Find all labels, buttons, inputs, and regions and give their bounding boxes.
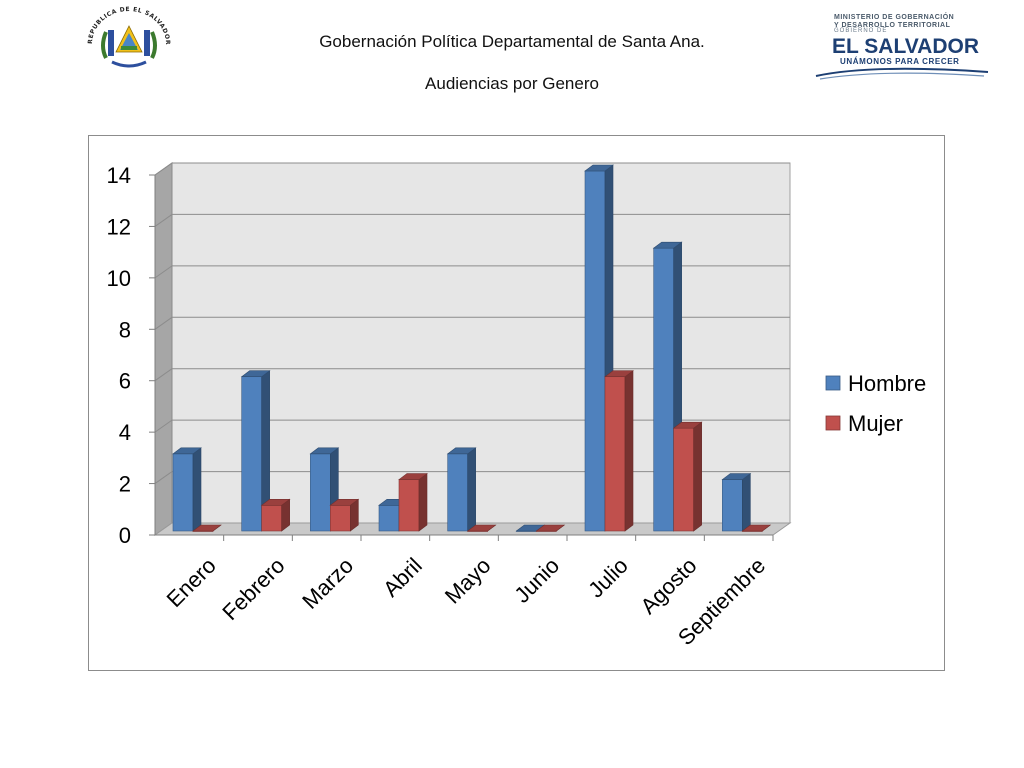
bar-side	[467, 447, 476, 532]
logo-gobierno-text: GOBIERNO DE	[834, 28, 888, 34]
logo-slogan-text: UNÁMONOS PARA CRECER	[840, 57, 960, 66]
logo-el-salvador-text: EL SALVADOR	[832, 35, 980, 58]
coat-of-arms-seal: REPUBLICA DE EL SALVADOR EN LA AMERICA C…	[78, 6, 170, 70]
bar-front	[261, 504, 282, 532]
bar-top	[309, 447, 340, 455]
bar-front	[584, 170, 606, 532]
x-tick-label: Agosto	[635, 553, 701, 619]
bar-top	[172, 447, 202, 455]
chart-subtitle: Audiencias por Genero	[425, 74, 599, 93]
bar-top	[446, 447, 477, 455]
bar-top	[604, 370, 634, 378]
bar-front	[653, 247, 674, 532]
bar-front	[604, 376, 626, 532]
gridline-side	[154, 471, 173, 484]
bar-hombre-septiembre	[721, 472, 752, 532]
chart-axes	[149, 174, 774, 541]
x-tick-label: Enero	[162, 553, 221, 612]
page-title: Gobernación Política Departamental de Sa…	[319, 32, 705, 51]
bar-front	[172, 453, 194, 532]
x-tick-label: Marzo	[297, 553, 358, 614]
bar-front	[398, 479, 420, 532]
bar-top	[329, 498, 360, 506]
bar-front	[330, 504, 351, 532]
bar-top	[535, 524, 566, 532]
bar-top	[260, 498, 291, 506]
bar-top	[192, 524, 222, 532]
gridline-side	[154, 162, 173, 176]
logo-swoosh-icon	[815, 67, 989, 80]
bar-top	[721, 473, 752, 480]
legend-entry-mujer: Mujer	[825, 411, 903, 436]
y-tick-label: 14	[107, 163, 131, 188]
bar-front	[447, 453, 468, 532]
x-tick-label: Julio	[583, 553, 633, 603]
bar-hombre-mayo	[446, 447, 477, 532]
chart-gridlines	[154, 162, 790, 484]
chart-side-wall	[154, 162, 173, 536]
y-tick-label: 2	[119, 472, 131, 497]
bar-top	[466, 524, 497, 532]
bar-mujer-junio	[535, 524, 566, 532]
gridline-side	[154, 265, 173, 279]
y-tick-label: 0	[119, 523, 131, 548]
legend-swatch	[825, 415, 841, 431]
bar-top	[240, 370, 271, 378]
legend-label: Hombre	[848, 371, 926, 396]
bar-mujer-enero	[192, 524, 222, 532]
bar-top	[398, 473, 428, 480]
gridline-side	[154, 419, 173, 433]
bar-side	[418, 472, 428, 532]
bar-front	[241, 376, 262, 532]
bar-top	[652, 241, 683, 249]
bar-top	[672, 421, 703, 429]
legend-label: Mujer	[848, 411, 903, 436]
bar-mujer-septiembre	[741, 524, 772, 532]
chart-legend: Hombre Mujer	[825, 371, 926, 436]
y-tick-label: 4	[119, 420, 131, 445]
gridline-side	[154, 316, 173, 330]
y-tick-label: 12	[107, 214, 131, 239]
legend-swatch	[825, 375, 841, 391]
y-tick-label: 8	[119, 317, 131, 342]
chart-bars	[172, 164, 772, 532]
government-logo: MINISTERIO DE GOBERNACIÓN Y DESARROLLO T…	[812, 12, 992, 82]
x-tick-label: Mayo	[440, 553, 496, 609]
bar-mujer-mayo	[466, 524, 497, 532]
x-tick-label: Febrero	[217, 553, 289, 625]
bar-front	[378, 504, 400, 532]
bar-mujer-abril	[398, 472, 428, 532]
y-tick-label: 10	[107, 266, 131, 291]
bar-mujer-febrero	[260, 498, 291, 532]
bar-top	[584, 164, 614, 172]
gridline-side	[154, 214, 173, 227]
bar-side	[693, 421, 702, 532]
bar-side	[742, 472, 751, 532]
y-tick-label: 6	[119, 369, 131, 394]
gridline-side	[154, 368, 173, 382]
bar-front	[673, 427, 694, 532]
bar-mujer-marzo	[329, 498, 360, 532]
x-tick-label: Junio	[509, 553, 564, 608]
bar-hombre-enero	[172, 447, 202, 532]
logo-ministry-text: MINISTERIO DE GOBERNACIÓN Y DESARROLLO T…	[834, 14, 955, 29]
bar-mujer-agosto	[672, 421, 703, 532]
bar-side	[192, 447, 202, 532]
bar-side	[624, 370, 634, 532]
bar-front	[722, 479, 743, 532]
x-tick-label: Abril	[378, 553, 427, 602]
bar-front	[310, 453, 331, 532]
bar-top	[741, 524, 772, 532]
legend-entry-hombre: Hombre	[825, 371, 926, 396]
bar-mujer-julio	[604, 370, 634, 532]
